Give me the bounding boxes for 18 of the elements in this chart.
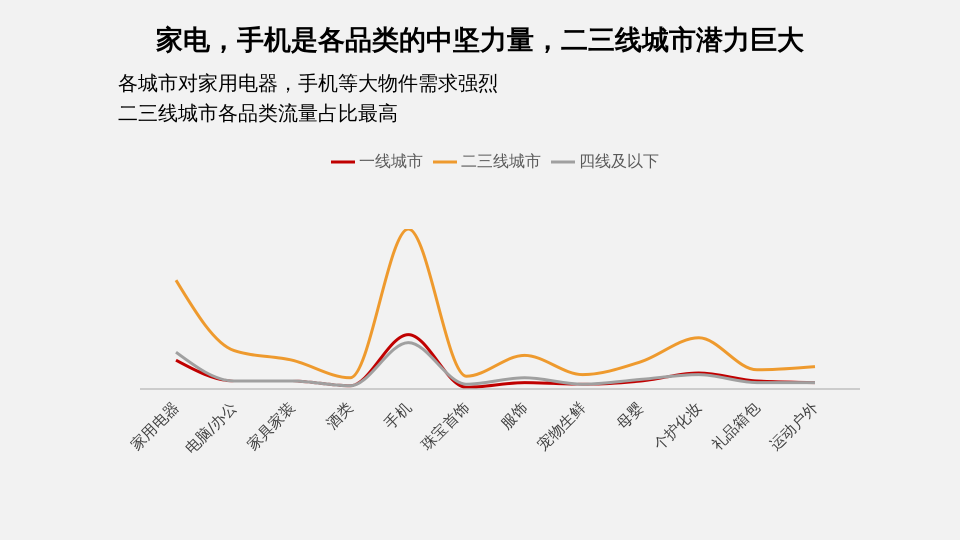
legend-label: 四线及以下 [579,151,659,170]
x-tick-label: 个护化妆 [650,398,706,454]
x-tick-label: 酒类 [322,398,357,433]
text: 二三线城市各品类流量占比最高 [118,100,399,127]
x-tick-label: 礼品箱包 [708,398,764,454]
chart-title: 家电，手机是各品类的中坚力量，二三线城市潜力巨大 [155,24,805,58]
x-tick-label: 母婴 [613,398,648,433]
chart-subtitle: 各城市对家用电器，手机等大物件需求强烈 [118,70,498,97]
x-tick-label: 家用电器 [127,398,182,454]
x-tick-label: 珠宝首饰 [418,398,473,454]
x-tick-label: 服饰 [496,398,531,433]
x-tick-label: 运动户外 [766,398,822,454]
legend-label: 二三线城市 [461,151,541,170]
x-tick-label: 手机 [380,398,415,433]
x-tick-label: 宠物生鲜 [534,398,589,454]
x-tick-label: 电脑/办公 [182,398,240,458]
legend-label: 一线城市 [359,151,423,170]
x-tick-label: 家具家装 [243,398,299,454]
